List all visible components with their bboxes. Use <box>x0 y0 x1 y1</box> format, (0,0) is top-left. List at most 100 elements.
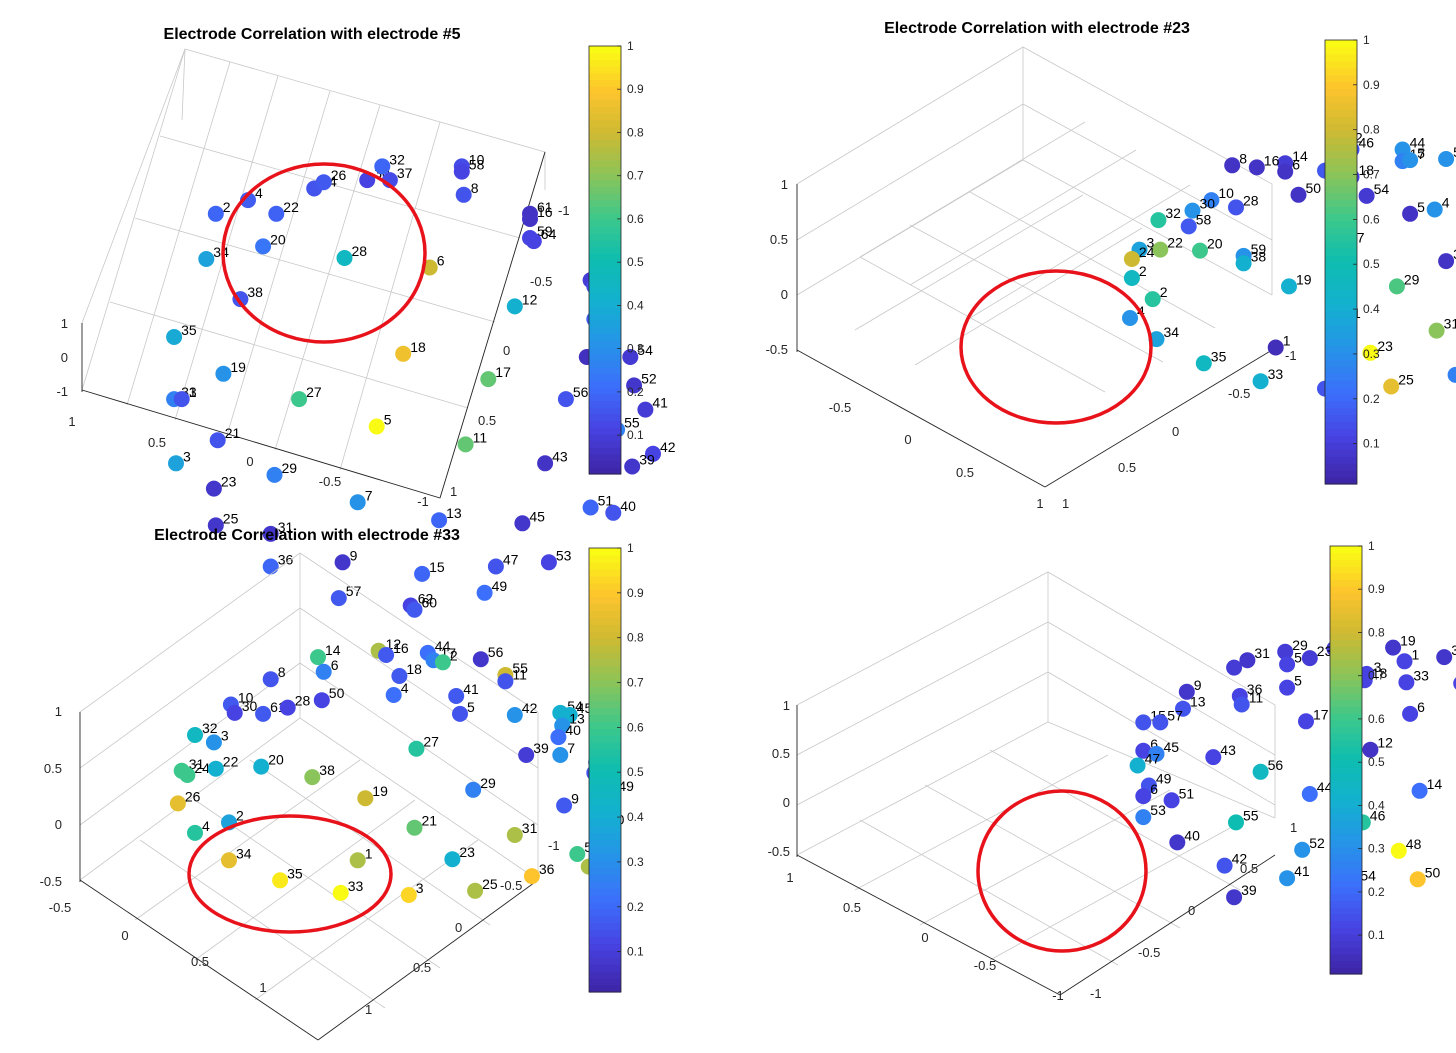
z-tick-labels: 1 0.5 0 -0.5 <box>766 177 788 357</box>
x-tick: 0.5 <box>191 954 209 969</box>
electrode-label: 17 <box>1313 706 1329 722</box>
electrode-label: 8 <box>471 180 479 196</box>
colorbar-segment <box>1325 373 1357 381</box>
colorbar-segment <box>1325 206 1357 215</box>
colorbar-segment <box>1330 960 1362 968</box>
colorbar-segment <box>589 728 621 736</box>
colorbar-segment <box>1325 317 1357 326</box>
electrode-label: 30 <box>1200 196 1216 212</box>
electrode-label: 62 <box>418 591 434 607</box>
colorbar-tick-label: 0.9 <box>627 82 644 96</box>
colorbar-segment <box>1325 338 1357 346</box>
colorbar-segment <box>589 333 621 341</box>
colorbar-segment <box>589 985 621 993</box>
colorbar-segment <box>1330 760 1362 768</box>
colorbar-segment <box>589 99 621 107</box>
colorbar-segment <box>1330 686 1362 694</box>
y-tick: 0.5 <box>478 413 496 428</box>
colorbar-segment <box>1325 428 1357 437</box>
electrode-label: 28 <box>295 693 311 709</box>
colorbar-segment <box>589 413 621 422</box>
colorbar-segment <box>589 273 621 281</box>
electrode-point <box>1184 202 1201 219</box>
electrode-label: 31 <box>1444 316 1456 332</box>
colorbar-segment <box>589 693 621 702</box>
electrode-point <box>179 767 196 783</box>
z-tick: 0 <box>781 287 788 302</box>
colorbar-segment <box>589 735 621 743</box>
electrode-point <box>391 668 408 684</box>
colorbar-segment <box>589 700 621 709</box>
colorbar-segment <box>1325 435 1357 443</box>
electrode-label: 49 <box>492 578 508 594</box>
colorbar-segment <box>1330 552 1362 560</box>
electrode-point <box>1252 763 1269 780</box>
electrode-point <box>1409 871 1426 888</box>
electrode-point <box>357 790 374 807</box>
electrode-label: 20 <box>268 752 284 768</box>
electrode-point <box>169 795 186 812</box>
x-tick: 0 <box>121 928 128 943</box>
electrode-label: 9 <box>350 547 358 563</box>
electrode-label: 20 <box>1207 236 1223 252</box>
axes-box <box>79 552 539 1041</box>
electrode-label: 44 <box>1410 135 1426 151</box>
electrode-point <box>255 238 272 255</box>
electrode-label: 42 <box>522 700 538 716</box>
electrode-point <box>334 554 351 571</box>
electrode-label: 3 <box>1374 659 1382 675</box>
colorbar-segment <box>589 589 621 598</box>
colorbar-tick-label: 0.3 <box>627 855 644 869</box>
colorbar-tick-label: 0.8 <box>627 126 644 140</box>
electrode-point <box>487 558 504 575</box>
colorbar-segment <box>1325 227 1357 235</box>
electrode-point <box>385 687 402 703</box>
electrode-label: 32 <box>389 151 405 167</box>
colorbar-segment <box>589 313 621 321</box>
colorbar-tick-label: 0.8 <box>627 631 644 645</box>
x-tick: 0 <box>904 432 911 447</box>
electrode-label: 22 <box>1167 235 1183 251</box>
electrode-point <box>448 688 465 704</box>
electrode-point <box>198 251 215 267</box>
colorbar-segment <box>1325 442 1357 450</box>
colorbar-tick-label: 0.7 <box>627 676 644 690</box>
electrode-label: 50 <box>1425 864 1441 880</box>
electrode-point <box>1228 199 1244 216</box>
colorbar-segment <box>1330 953 1362 962</box>
colorbar-segment <box>1325 407 1357 416</box>
electrode-label: 14 <box>325 642 341 658</box>
electrode-label: 56 <box>573 384 589 400</box>
colorbar-segment <box>1330 679 1362 688</box>
colorbar-segment <box>589 173 621 181</box>
panel-electrode-33: Electrode Correlation with electrode #33… <box>40 527 644 1041</box>
y-tick: -1 <box>548 838 560 853</box>
electrode-point <box>506 827 523 843</box>
electrode-label: 13 <box>569 711 585 727</box>
electrode-point <box>605 504 622 521</box>
electrode-label: 12 <box>1377 735 1393 751</box>
z-tick-labels: 1 0.5 0 -0.5 <box>768 698 790 859</box>
electrode-point <box>349 494 366 511</box>
electrode-point <box>1150 212 1167 229</box>
colorbar-segment <box>1330 773 1362 781</box>
electrode-point <box>431 512 448 529</box>
electrode-label: 60 <box>422 595 438 611</box>
colorbar-segment <box>1325 116 1357 124</box>
colorbar-tick-label: 0.2 <box>1368 885 1385 899</box>
colorbar-segment <box>1330 753 1362 761</box>
electrode-point <box>444 851 461 868</box>
colorbar-segment <box>589 46 621 54</box>
electrode-label: 4 <box>401 680 409 696</box>
z-tick: 0.5 <box>770 232 788 247</box>
electrode-label: 21 <box>225 425 241 441</box>
electrode-label: 34 <box>236 845 252 861</box>
electrode-label: 20 <box>270 231 286 247</box>
electrode-label: 31 <box>522 820 538 836</box>
electrode-point <box>497 673 514 690</box>
electrode-label: 23 <box>459 844 475 860</box>
electrode-point <box>336 250 353 266</box>
electrode-point <box>624 458 641 475</box>
colorbar-segment <box>589 293 621 301</box>
electrode-point <box>1438 253 1455 270</box>
